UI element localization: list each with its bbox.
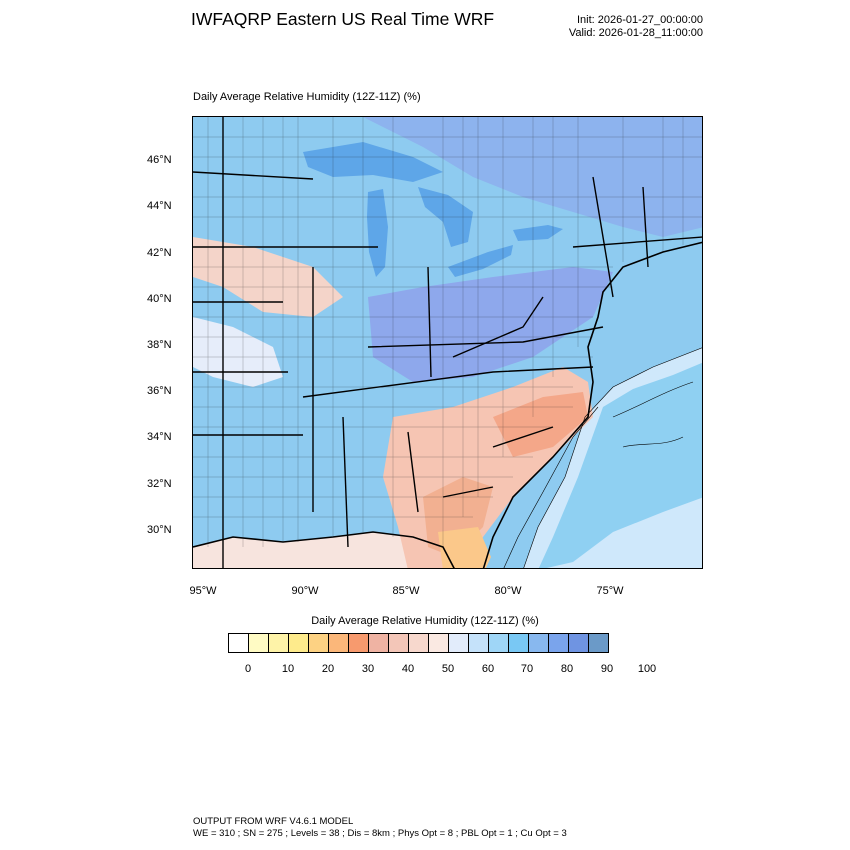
lat-label-42: 42°N: [147, 247, 172, 259]
lat-label-34: 34°N: [147, 431, 172, 443]
lat-label-38: 38°N: [147, 339, 172, 351]
colorbar-box-10: [429, 634, 449, 652]
north-blue: [363, 117, 702, 237]
colorbar-box-7: [369, 634, 389, 652]
florida-yellow: [438, 527, 491, 568]
lon-label-90: 90°W: [291, 585, 319, 597]
colorbar-label-10: 10: [281, 663, 295, 675]
carolinas-orange: [493, 392, 588, 457]
lon-label-85: 85°W: [392, 585, 420, 597]
colorbar-box-6: [349, 634, 369, 652]
colorbar-box-15: [529, 634, 549, 652]
lat-label-30: 30°N: [147, 524, 172, 536]
colorbar-box-17: [569, 634, 589, 652]
lat-label-36: 36°N: [147, 385, 172, 397]
lon-label-80: 80°W: [494, 585, 522, 597]
lon-label-95: 95°W: [189, 585, 217, 597]
plains-pink: [193, 237, 343, 317]
colorbar-label-0: 0: [244, 663, 252, 675]
colorbar-box-12: [469, 634, 489, 652]
colorbar-box-11: [449, 634, 469, 652]
lat-label-40: 40°N: [147, 293, 172, 305]
lat-label-32: 32°N: [147, 478, 172, 490]
colorbar-label-60: 60: [481, 663, 495, 675]
footer-config-line: WE = 310 ; SN = 275 ; Levels = 38 ; Dis …: [193, 828, 567, 839]
lake-ontario: [513, 225, 563, 241]
colorbar-label-40: 40: [401, 663, 415, 675]
colorbar-label-20: 20: [321, 663, 335, 675]
colorbar-box-16: [549, 634, 569, 652]
init-time: Init: 2026-01-27_00:00:00: [577, 14, 703, 26]
model-footer: OUTPUT FROM WRF V4.6.1 MODEL WE = 310 ; …: [193, 816, 567, 840]
colorbar-label-80: 80: [560, 663, 574, 675]
colorbar-box-0: [229, 634, 249, 652]
colorbar-box-13: [489, 634, 509, 652]
colorbar: [228, 633, 609, 653]
valid-time: Valid: 2026-01-28_11:00:00: [568, 27, 703, 39]
plot-title: IWFAQRP Eastern US Real Time WRF: [191, 9, 495, 29]
colorbar-box-4: [309, 634, 329, 652]
lake-michigan: [367, 189, 388, 277]
footer-model-line: OUTPUT FROM WRF V4.6.1 MODEL: [193, 816, 354, 827]
colorbar-label-70: 70: [520, 663, 534, 675]
colorbar-box-14: [509, 634, 529, 652]
colorbar-label-90: 90: [600, 663, 614, 675]
lon-label-75: 75°W: [596, 585, 624, 597]
lat-label-46: 46°N: [147, 154, 172, 166]
colorbar-label-50: 50: [441, 663, 455, 675]
colorbar-box-9: [409, 634, 429, 652]
humidity-map: [192, 116, 703, 569]
colorbar-label-30: 30: [361, 663, 375, 675]
lat-label-44: 44°N: [147, 200, 172, 212]
colorbar-box-18: [589, 634, 608, 652]
colorbar-title: Daily Average Relative Humidity (12Z-11Z…: [311, 615, 539, 627]
colorbar-box-5: [329, 634, 349, 652]
colorbar-box-1: [249, 634, 269, 652]
run-info: Init: 2026-01-27_00:00:00 Valid: 2026-01…: [569, 14, 703, 40]
colorbar-box-3: [289, 634, 309, 652]
map-title: Daily Average Relative Humidity (12Z-11Z…: [193, 91, 421, 103]
lake-superior: [303, 142, 443, 182]
gulf-of-mexico: [193, 532, 454, 568]
colorbar-label-100: 100: [637, 663, 657, 675]
plains-pink-2: [193, 317, 283, 387]
lake-erie: [448, 245, 513, 277]
colorbar-box-2: [269, 634, 289, 652]
colorbar-box-8: [389, 634, 409, 652]
atlantic-midshelf: [538, 362, 702, 568]
